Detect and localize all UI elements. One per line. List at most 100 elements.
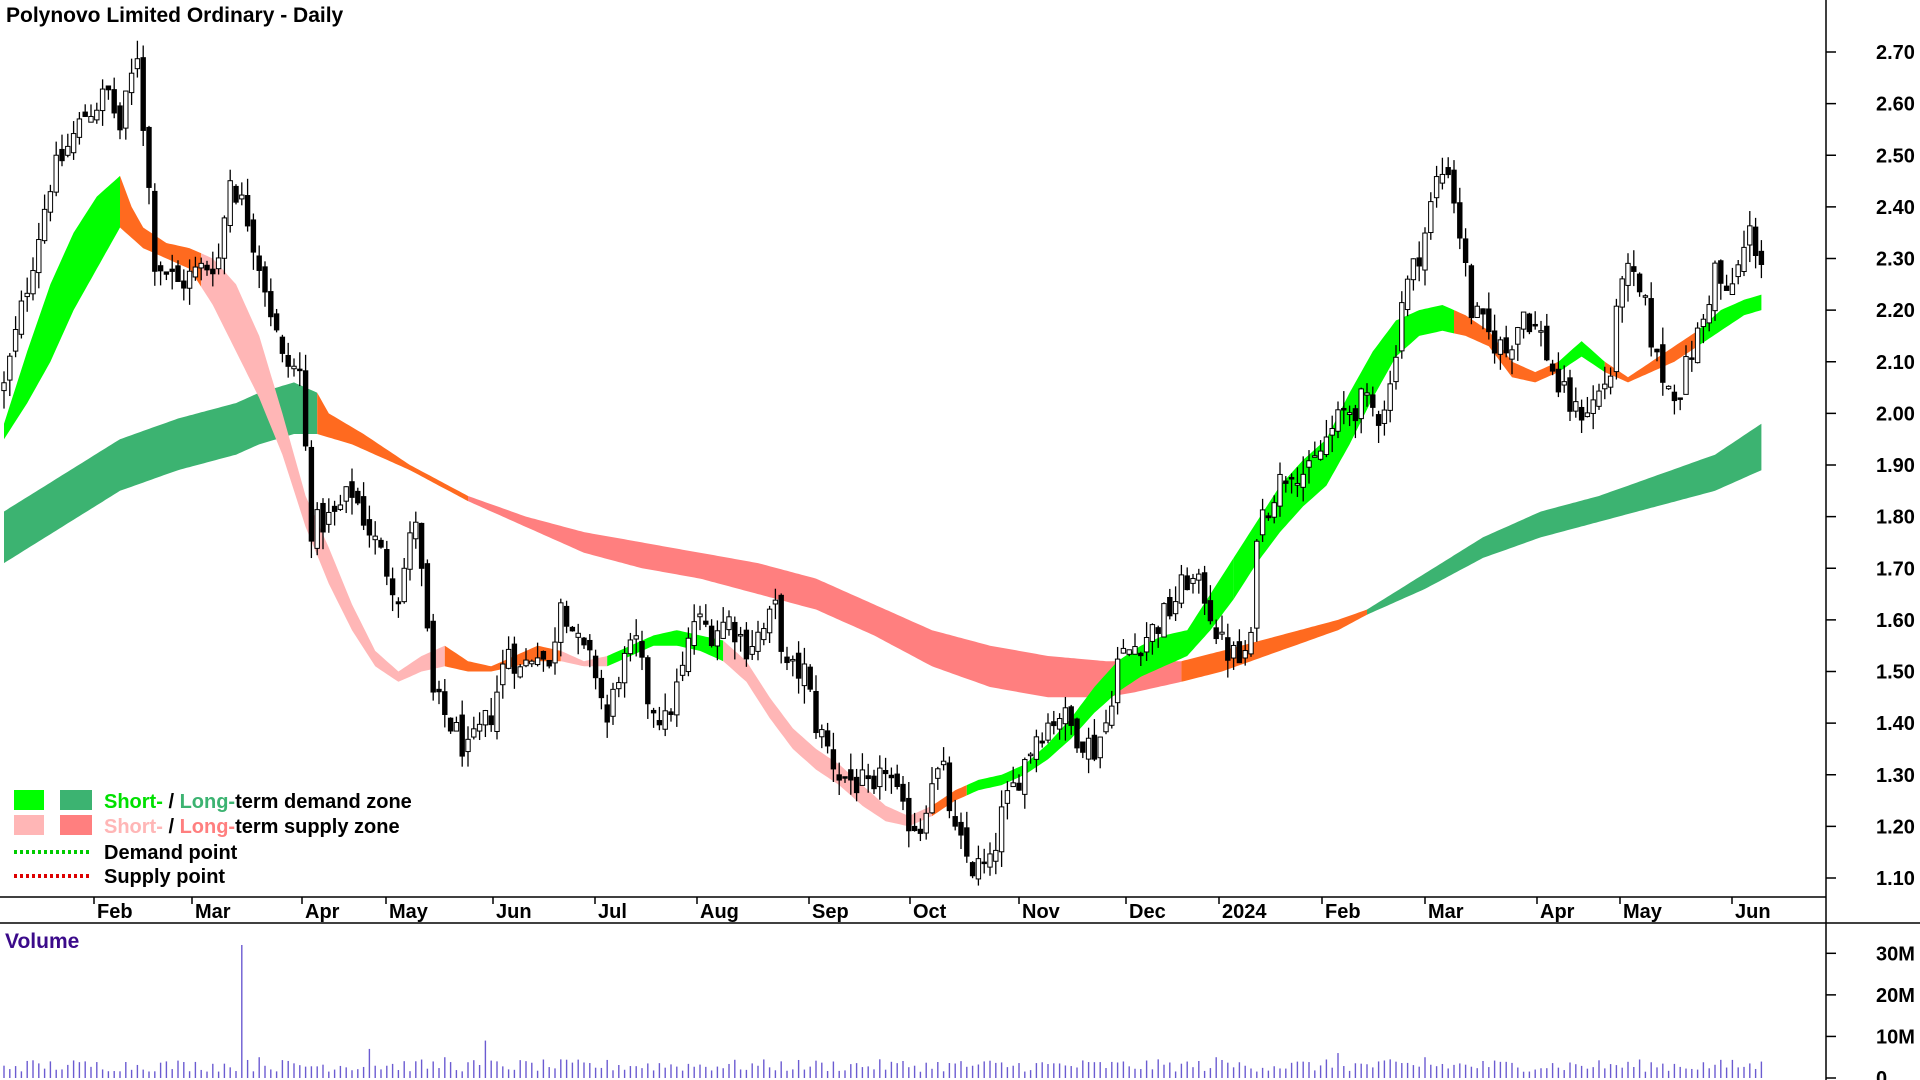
candle-body [1491, 330, 1498, 354]
candle-body [1341, 408, 1347, 411]
legend-swatch-short-supply [14, 815, 44, 835]
candle-body [36, 239, 42, 274]
candle-body [969, 862, 976, 877]
price-tick-label: 1.10 [1876, 868, 1915, 890]
candle-body [865, 775, 871, 780]
candle-body [1294, 482, 1301, 486]
candle-body [801, 663, 808, 687]
candle-body [807, 666, 813, 690]
candle-body [1683, 356, 1689, 395]
candle-body [691, 621, 697, 646]
short-term-zone-segment [1233, 305, 1454, 600]
candle-body [1503, 337, 1509, 354]
candle-body [761, 628, 767, 641]
candle-body [1399, 302, 1405, 352]
candle-body [668, 711, 674, 716]
candle-body [540, 650, 547, 660]
long-term-zone-segment [468, 496, 1182, 698]
candle-body [1045, 722, 1051, 741]
candle-body [18, 300, 25, 335]
short-term-zone-segment [444, 645, 561, 672]
short-term-zone-segment [1454, 310, 1559, 383]
time-tick-label: Mar [195, 901, 231, 923]
candle-body [900, 783, 906, 802]
candle-body [1352, 408, 1359, 422]
candle-body [784, 656, 790, 664]
candle-body [1022, 759, 1028, 795]
short-term-zone-segment [120, 175, 202, 287]
candle-body [946, 762, 953, 812]
candle-body [47, 191, 54, 213]
candle-body [1230, 644, 1237, 659]
time-tick-label: Feb [1325, 901, 1361, 923]
candle-body [181, 280, 187, 289]
candle-body [279, 336, 286, 354]
candle-body [859, 769, 866, 786]
candle-body [1445, 167, 1451, 176]
candle-body [1555, 368, 1562, 393]
candle-body [639, 641, 645, 658]
candle-body [1283, 480, 1289, 484]
candle-body [442, 691, 448, 715]
zone-bands [4, 175, 1762, 827]
candle-body [1364, 392, 1370, 396]
candle-body [587, 639, 593, 651]
candle-body [534, 657, 541, 666]
candle-body [674, 681, 680, 716]
candle-body [285, 354, 291, 367]
candle-body [1735, 264, 1741, 278]
volume-axis: 30M 20M 10M 0 [1826, 943, 1915, 1080]
candle-body [1370, 394, 1376, 408]
candle-body [1219, 631, 1225, 635]
candle-body [1747, 225, 1753, 246]
candle-body [59, 148, 65, 162]
candle-body [262, 266, 268, 293]
candle-body [1561, 381, 1567, 386]
candle-body [326, 511, 332, 525]
candle-body [882, 769, 889, 775]
candle-body [621, 652, 628, 684]
legend-demand-rest: term demand zone [235, 791, 412, 813]
candle-body [1248, 631, 1254, 655]
candle-body [1462, 238, 1469, 263]
candle-body [256, 255, 262, 271]
candle-body [911, 825, 918, 832]
candle-body [732, 621, 738, 643]
candle-body [297, 368, 303, 372]
candle-body [163, 271, 170, 275]
candle-body [871, 775, 877, 790]
candle-body [407, 532, 413, 570]
candle-body [494, 691, 500, 732]
candle-body [940, 760, 947, 766]
candle-body [41, 208, 48, 242]
candle-body [1654, 348, 1660, 353]
legend-demand-point: Demand point [104, 842, 238, 864]
candle-body [1236, 641, 1243, 664]
candle-body [250, 219, 257, 253]
candle-body [453, 722, 460, 732]
candle-body [552, 641, 558, 664]
price-tick-label: 1.60 [1876, 610, 1915, 632]
candle-body [465, 738, 471, 753]
time-tick-label: 2024 [1222, 901, 1267, 923]
candle-body [558, 602, 564, 643]
candle-body [1062, 707, 1069, 725]
candle-body [1677, 397, 1683, 400]
time-tick-label: Apr [1540, 901, 1575, 923]
candle-body [848, 769, 854, 781]
candle-body [349, 481, 355, 498]
candle-body [1758, 250, 1765, 265]
candle-body [192, 266, 199, 278]
chart-title: Polynovo Limited Ordinary - Daily [6, 4, 344, 27]
candle-body [778, 594, 784, 652]
price-tick-label: 1.50 [1876, 662, 1915, 684]
time-tick-label: Sep [812, 901, 849, 923]
candle-body [424, 563, 431, 629]
candle-body [755, 631, 761, 652]
candle-body [1167, 596, 1173, 617]
candle-body [743, 629, 750, 660]
candle-body [1091, 734, 1098, 760]
candle-body [1213, 627, 1219, 640]
candle-body [813, 690, 819, 734]
candle-body [569, 626, 576, 632]
